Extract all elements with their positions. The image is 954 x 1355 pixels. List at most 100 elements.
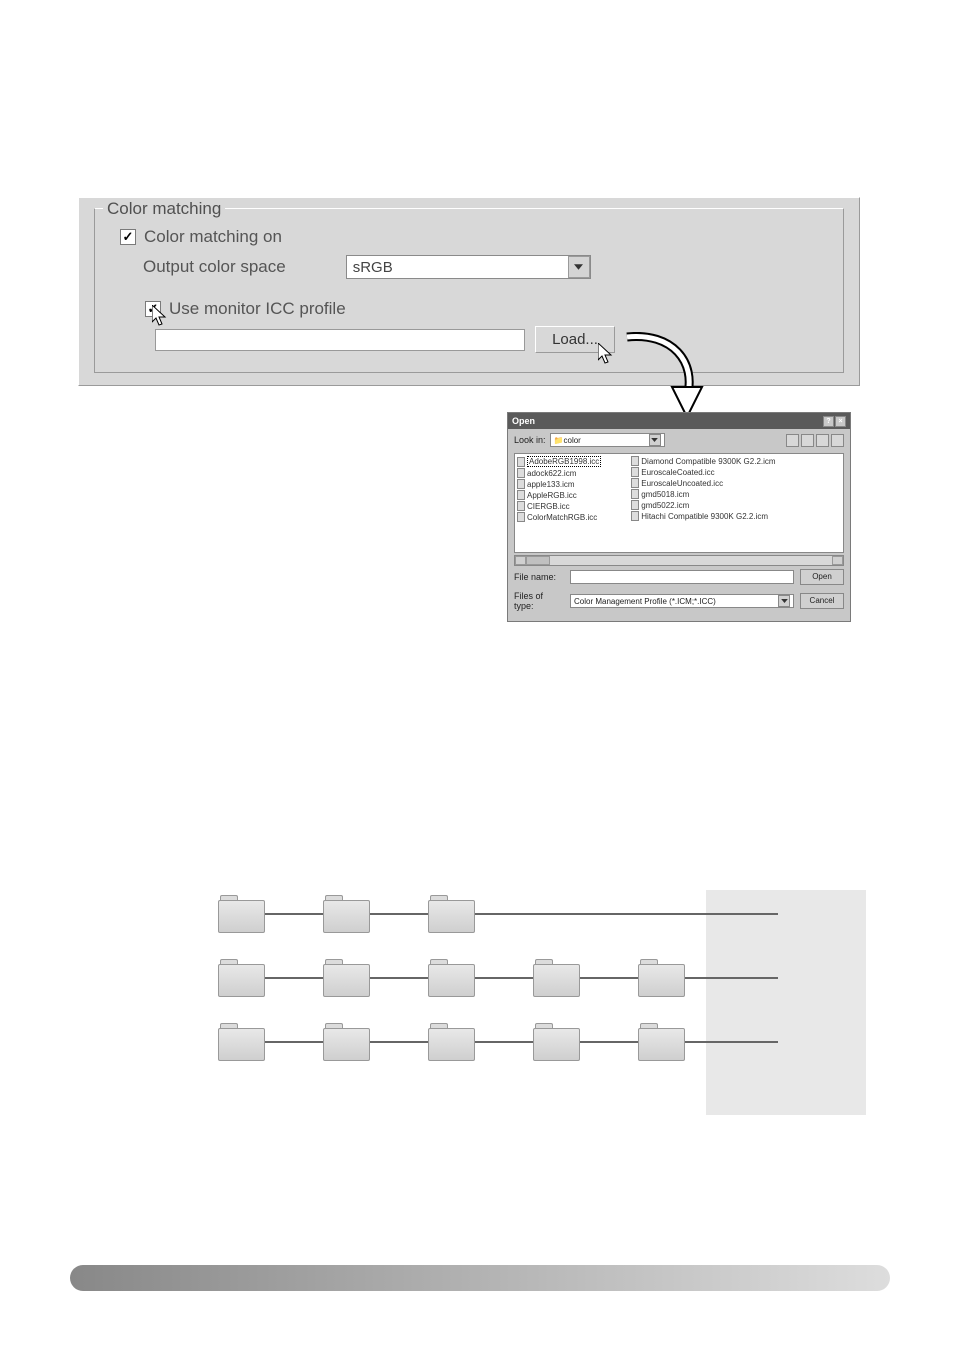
lookin-value: color [564,436,581,445]
open-button[interactable]: Open [800,569,844,585]
file-item[interactable]: apple133.icm [517,479,601,489]
folder-icon [428,895,475,933]
output-color-space-label: Output color space [143,257,286,277]
folder-row-3 [218,1023,778,1061]
folder-icon [218,1023,265,1061]
file-item[interactable]: gmd5022.icm [631,500,775,510]
color-matching-groupbox: Color matching ✓ Color matching on Outpu… [94,208,844,373]
folder-icon [638,1023,685,1061]
open-dialog-title: Open [512,416,535,426]
filename-label: File name: [514,572,564,582]
file-item[interactable]: ColorMatchRGB.icc [517,512,601,522]
lookin-row: Look in: 📁 color [508,429,850,451]
output-color-space-select[interactable]: sRGB [346,255,591,279]
new-folder-icon[interactable] [816,434,829,447]
dropdown-arrow-icon [778,595,790,607]
file-icon [517,457,525,467]
output-color-space-row: Output color space sRGB [143,255,591,279]
connector [475,1041,533,1043]
connector [370,913,428,915]
color-matching-on-label: Color matching on [144,227,282,247]
connector [580,1041,638,1043]
groupbox-title: Color matching [103,199,225,219]
horizontal-scrollbar[interactable] [514,555,844,566]
file-icon [517,501,525,511]
folder-row-2 [218,959,778,997]
cursor-icon [598,343,618,373]
folder-icon [533,1023,580,1061]
folder-row-1 [218,895,778,933]
folder-icon [218,959,265,997]
open-dialog-titlebar: Open ? × [508,413,850,429]
dropdown-arrow-icon [649,434,661,446]
connector [265,913,323,915]
cursor-icon [152,305,172,335]
file-icon [631,511,639,521]
file-item[interactable]: CIERGB.icc [517,501,601,511]
folder-icon [428,959,475,997]
filename-row: File name: Open [508,566,850,588]
file-item[interactable]: EuroscaleCoated.icc [631,467,775,477]
file-icon [631,467,639,477]
file-column-1: AdobeRGB1998.icc adock622.icm apple133.i… [517,456,601,550]
scroll-left-icon[interactable] [515,556,526,565]
file-icon [517,479,525,489]
file-column-2: Diamond Compatible 9300K G2.2.icm Eurosc… [631,456,775,550]
folder-icon [323,895,370,933]
connector [370,977,428,979]
color-matching-panel: Color matching ✓ Color matching on Outpu… [78,197,860,386]
page-footer-bar [70,1265,890,1291]
scroll-thumb[interactable] [526,556,550,565]
file-icon [517,490,525,500]
file-item[interactable]: gmd5018.icm [631,489,775,499]
up-folder-icon[interactable] [801,434,814,447]
file-item[interactable]: AppleRGB.icc [517,490,601,500]
color-matching-on-checkbox[interactable]: ✓ [120,229,136,245]
folder-path-diagram [218,895,778,1087]
use-monitor-icc-label: Use monitor ICC profile [169,299,346,319]
file-item[interactable]: AdobeRGB1998.icc [517,456,601,467]
view-menu-icon[interactable] [831,434,844,447]
scroll-right-icon[interactable] [832,556,843,565]
connector [475,913,778,915]
connector [580,977,638,979]
toolbar-icons [786,434,844,447]
file-icon [517,512,525,522]
help-button[interactable]: ? [823,416,834,427]
icc-profile-path-input[interactable] [155,329,525,351]
filetype-row: Files of type: Color Management Profile … [508,588,850,614]
back-icon[interactable] [786,434,799,447]
connector [265,977,323,979]
file-item[interactable]: Hitachi Compatible 9300K G2.2.icm [631,511,775,521]
lookin-select[interactable]: 📁 color [550,433,665,447]
file-icon [631,500,639,510]
close-button[interactable]: × [835,416,846,427]
folder-icon [638,959,685,997]
connector [370,1041,428,1043]
connector [685,1041,778,1043]
color-matching-on-row: ✓ Color matching on [120,227,282,247]
connector [685,977,778,979]
file-icon [631,456,639,466]
folder-icon [218,895,265,933]
file-icon [631,489,639,499]
file-list[interactable]: AdobeRGB1998.icc adock622.icm apple133.i… [514,453,844,553]
dropdown-arrow-icon [568,256,590,278]
folder-icon [323,959,370,997]
connector [265,1041,323,1043]
file-item[interactable]: adock622.icm [517,468,601,478]
connector [475,977,533,979]
output-color-space-value: sRGB [347,259,568,276]
use-monitor-icc-row: ✓ Use monitor ICC profile [145,299,346,319]
folder-icon: 📁 [554,436,564,445]
file-icon [517,468,525,478]
file-item[interactable]: Diamond Compatible 9300K G2.2.icm [631,456,775,466]
folder-icon [428,1023,475,1061]
filetype-select[interactable]: Color Management Profile (*.ICM;*.ICC) [570,594,794,608]
arrow-icon [622,332,712,422]
titlebar-buttons: ? × [823,416,846,427]
file-item[interactable]: EuroscaleUncoated.icc [631,478,775,488]
filename-input[interactable] [570,570,794,584]
lookin-label: Look in: [514,435,546,445]
cancel-button[interactable]: Cancel [800,593,844,609]
